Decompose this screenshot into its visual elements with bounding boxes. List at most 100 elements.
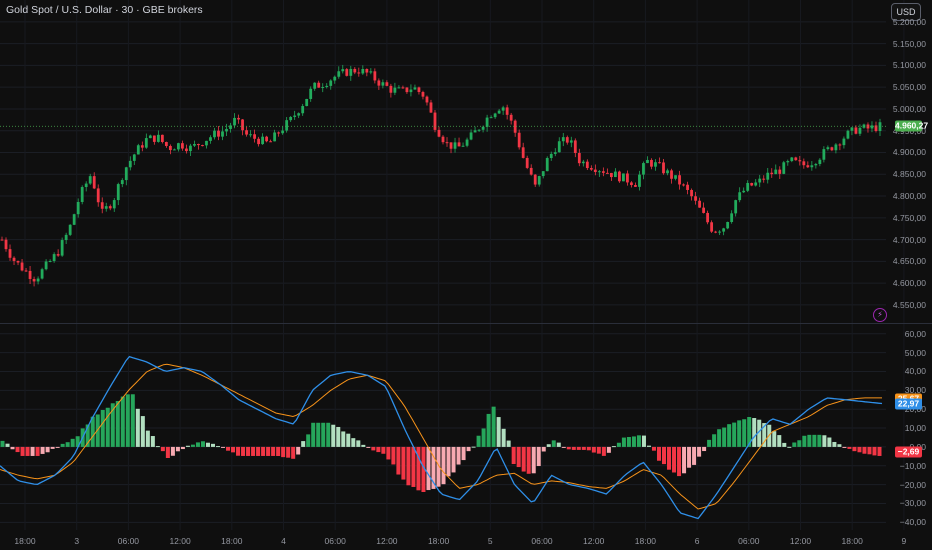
candle-body — [297, 113, 301, 116]
histogram-bar — [491, 406, 496, 447]
histogram-bar — [145, 430, 150, 447]
histogram-bar — [787, 446, 792, 448]
candle-body — [549, 153, 553, 159]
candle-body — [393, 87, 397, 93]
histogram-bar — [757, 419, 762, 447]
histogram-bar — [306, 434, 311, 447]
candle-body — [646, 159, 649, 164]
candle-body — [56, 254, 60, 256]
histogram-bar — [246, 446, 251, 456]
time-tick-label: 06:00 — [738, 536, 760, 546]
histogram-bar — [236, 446, 241, 456]
chart-title: Gold Spot / U.S. Dollar · 30 · GBE broke… — [6, 4, 203, 16]
macd-tick-label: −40,00 — [899, 517, 926, 528]
histogram-bar — [692, 446, 697, 465]
histogram-bar — [40, 446, 45, 454]
candle-body — [92, 176, 96, 189]
candle-body — [457, 142, 461, 147]
candle-body — [642, 163, 645, 175]
candle-body — [461, 145, 465, 147]
histogram-bar — [296, 446, 301, 455]
price-tick-label: 4.800,00 — [892, 191, 926, 202]
histogram-bar — [536, 446, 541, 467]
candle-body — [830, 147, 834, 151]
histogram-bar — [616, 442, 621, 447]
histogram-bar — [531, 446, 536, 474]
histogram-bar — [461, 446, 466, 461]
price-tick-label: 4.550,00 — [892, 299, 926, 310]
candle-body — [810, 165, 814, 168]
candle-body — [686, 184, 689, 190]
histogram-bar — [576, 446, 581, 450]
candle-body — [525, 157, 529, 168]
candle-body — [762, 178, 766, 180]
candle-body — [706, 212, 710, 223]
candle-body — [678, 175, 681, 185]
macd-line — [0, 355, 883, 520]
histogram-bar — [341, 431, 346, 447]
candle-body — [160, 134, 164, 142]
histogram-bar — [636, 435, 641, 447]
histogram-bar — [857, 446, 862, 453]
current-price-tag: 4.960,27 — [895, 120, 929, 132]
histogram-bar — [742, 419, 747, 447]
candle-body — [52, 254, 56, 261]
histogram-bar — [837, 444, 842, 447]
candle-body — [60, 240, 64, 256]
candle-body — [28, 270, 32, 279]
histogram-bar — [807, 434, 812, 447]
candle-body — [730, 213, 734, 222]
histogram-bar — [45, 446, 50, 453]
lightning-icon[interactable]: ⚡ — [873, 308, 887, 322]
candle-body — [626, 173, 629, 183]
currency-button[interactable]: USD — [891, 3, 921, 21]
candle-body — [281, 130, 285, 134]
candle-body — [449, 142, 453, 149]
candle-body — [337, 71, 341, 77]
histogram-bar — [150, 436, 155, 447]
candle-body — [738, 192, 742, 201]
histogram-bar — [210, 443, 215, 447]
histogram-bar — [827, 437, 832, 447]
candle-body — [513, 120, 517, 133]
histogram-bar — [200, 441, 205, 447]
candle-body — [650, 159, 653, 167]
candle-body — [96, 188, 100, 203]
histogram-bar — [862, 446, 867, 454]
histogram-bar — [451, 446, 456, 473]
candle-body — [557, 141, 561, 153]
candle-body — [790, 157, 794, 162]
candle-body — [726, 221, 730, 229]
candle-body — [80, 187, 84, 202]
candle-body — [758, 178, 762, 183]
candle-body — [353, 68, 357, 73]
candle-body — [289, 116, 293, 121]
histogram-bar — [571, 446, 576, 450]
candle-body — [301, 106, 305, 114]
histogram-bar — [832, 441, 837, 447]
candle-body — [397, 87, 401, 89]
candle-body — [241, 119, 244, 131]
candle-body — [585, 161, 589, 169]
histogram-bar — [641, 435, 646, 447]
candle-body — [734, 200, 738, 214]
histogram-bar — [411, 446, 416, 487]
time-tick-label: 6 — [694, 536, 700, 546]
candle-body — [694, 196, 697, 201]
time-tick-label: 12:00 — [583, 536, 605, 546]
histogram-bar — [561, 446, 566, 448]
pane-separator[interactable] — [0, 323, 932, 324]
time-tick-label: 5 — [487, 536, 493, 546]
candle-body — [361, 68, 365, 74]
time-tick-label: 9 — [901, 536, 907, 546]
macd-tick-label: 10,00 — [904, 423, 926, 434]
candle-body — [225, 128, 228, 132]
candle-body — [205, 140, 208, 146]
candle-body — [609, 172, 613, 178]
histogram-bar — [441, 446, 446, 485]
candle-body — [573, 140, 577, 153]
candle-body — [213, 130, 216, 138]
candle-body — [44, 261, 48, 270]
histogram-bar — [195, 442, 200, 447]
